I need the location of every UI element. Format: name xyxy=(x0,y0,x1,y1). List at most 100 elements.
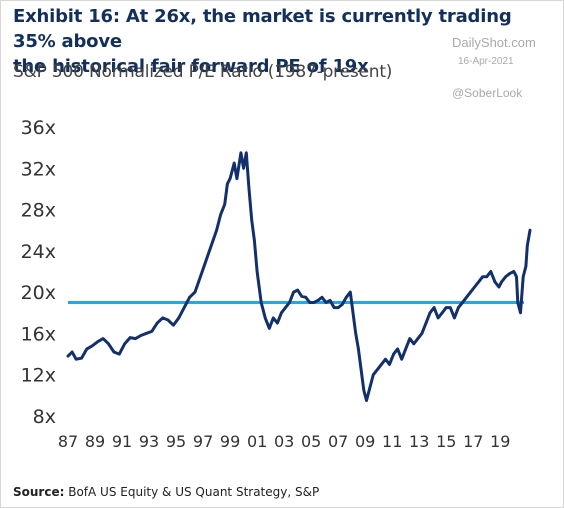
pe-data-point xyxy=(428,311,432,314)
pe-data-point xyxy=(107,342,110,345)
x-axis: 87 89 91 93 95 97 99 01 03 05 07 09 11 13 15 17 19 xyxy=(58,432,511,451)
y-tick-label: 32x xyxy=(21,158,56,180)
pe-data-point xyxy=(497,285,501,289)
pe-data-point xyxy=(524,265,528,268)
pe-data-point xyxy=(91,344,94,348)
x-tick-label: 15 xyxy=(436,432,456,451)
pe-data-point xyxy=(161,316,164,320)
pe-data-point xyxy=(493,280,497,284)
x-tick-label: 07 xyxy=(328,432,348,451)
y-tick-label: 16x xyxy=(21,323,56,345)
source-label: Source: xyxy=(13,485,65,499)
pe-data-point xyxy=(508,272,511,275)
pe-data-point xyxy=(245,151,248,155)
pe-data-point xyxy=(155,321,159,325)
pe-data-point xyxy=(449,306,452,309)
pe-data-point xyxy=(247,187,251,191)
pe-data-point xyxy=(112,350,116,354)
pe-data-point xyxy=(522,275,525,278)
x-tick-label: 03 xyxy=(274,432,294,451)
pe-data-point xyxy=(453,316,456,320)
pe-data-point xyxy=(172,323,175,327)
pe-data-point xyxy=(519,311,522,314)
y-tick-label: 8x xyxy=(33,406,56,428)
pe-data-point xyxy=(316,299,320,302)
x-tick-label: 19 xyxy=(490,432,510,451)
pe-data-point xyxy=(101,337,105,340)
pe-data-point xyxy=(351,311,355,314)
title-line-2: the historical fair forward PE of 19x xyxy=(13,56,369,77)
pe-data-point xyxy=(123,342,126,345)
y-tick-label: 24x xyxy=(21,241,56,263)
pe-data-point xyxy=(332,306,336,309)
pe-data-point xyxy=(209,244,213,247)
pe-ratio-series-line xyxy=(66,151,532,402)
pe-data-point xyxy=(139,334,143,337)
pe-data-point xyxy=(432,306,436,309)
pe-data-point xyxy=(232,161,236,165)
x-tick-label: 95 xyxy=(166,432,186,451)
pe-data-point xyxy=(268,327,271,330)
pe-data-point xyxy=(396,347,399,351)
watermark-date: 16-Apr-2021 xyxy=(458,56,514,67)
x-tick-label: 13 xyxy=(409,432,429,451)
pe-data-point xyxy=(66,354,70,358)
pe-data-point xyxy=(445,306,448,309)
pe-data-point xyxy=(469,290,472,294)
x-tick-label: 97 xyxy=(193,432,213,451)
source-note: Source: BofA US Equity & US Quant Strate… xyxy=(13,485,319,499)
pe-data-point xyxy=(204,259,207,263)
pe-data-point xyxy=(481,275,484,278)
pe-data-point xyxy=(372,373,375,376)
pe-data-point xyxy=(376,368,379,371)
pe-data-point xyxy=(312,301,316,304)
pe-data-point xyxy=(512,270,515,273)
pe-data-point xyxy=(408,337,411,340)
pe-data-point xyxy=(354,332,357,335)
y-tick-label: 12x xyxy=(21,365,56,387)
pe-data-point xyxy=(320,296,324,299)
pe-data-point xyxy=(365,399,368,402)
pe-data-point xyxy=(219,213,222,216)
pe-data-point xyxy=(461,301,464,304)
pe-data-point xyxy=(118,352,121,356)
pe-data-point xyxy=(284,306,287,309)
pe-data-point xyxy=(280,311,283,314)
x-tick-label: 87 xyxy=(58,432,78,451)
pe-data-point xyxy=(272,316,275,320)
pe-data-point xyxy=(504,275,507,278)
x-tick-label: 11 xyxy=(382,432,402,451)
pe-data-point xyxy=(416,337,420,340)
pe-data-point xyxy=(420,332,424,335)
pe-data-point xyxy=(85,347,89,351)
pe-data-point xyxy=(388,363,391,366)
watermark-site: DailyShot.com xyxy=(452,35,536,50)
pe-data-point xyxy=(193,290,197,294)
pe-data-point xyxy=(145,332,148,335)
pe-data-point xyxy=(308,301,312,304)
y-axis: 8x 12x 16x 20x 24x 28x 32x 36x xyxy=(21,117,56,428)
y-tick-label: 28x xyxy=(21,200,56,222)
pe-data-point xyxy=(96,340,99,343)
pe-data-point xyxy=(341,303,344,306)
pe-data-point xyxy=(188,296,191,299)
pe-data-point xyxy=(515,275,518,278)
source-text: BofA US Equity & US Quant Strategy, S&P xyxy=(68,485,320,499)
pe-data-point xyxy=(404,347,407,351)
pe-data-point xyxy=(166,318,170,322)
pe-data-point xyxy=(128,336,132,339)
pe-data-point xyxy=(526,244,529,247)
pe-data-point xyxy=(239,151,243,155)
watermark-handle: @SoberLook xyxy=(452,86,523,100)
pe-data-point xyxy=(300,295,303,298)
pe-data-point xyxy=(345,296,348,299)
pe-data-point xyxy=(134,337,137,340)
pe-data-point xyxy=(384,358,387,361)
pe-data-point xyxy=(359,368,363,371)
pe-data-point xyxy=(465,296,468,299)
pe-data-point xyxy=(250,218,253,222)
pe-data-point xyxy=(336,306,340,309)
pe-data-point xyxy=(485,275,488,278)
pe-data-point xyxy=(288,301,291,304)
pe-data-point xyxy=(477,280,480,284)
